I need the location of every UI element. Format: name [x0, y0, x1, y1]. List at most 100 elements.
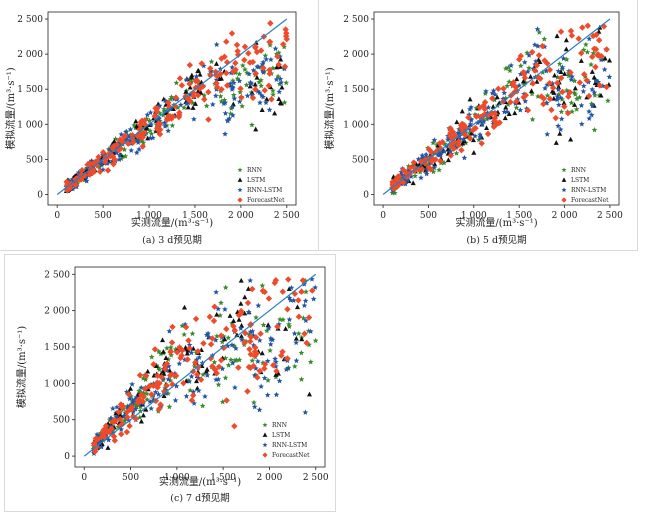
data-point: [153, 125, 161, 132]
legend-marker: [262, 422, 268, 428]
series-forecastnet: [90, 276, 316, 455]
data-point: [284, 355, 291, 362]
data-point: [190, 89, 197, 97]
data-point: [402, 181, 409, 187]
data-point: [272, 355, 278, 362]
data-point: [228, 356, 234, 363]
data-point: [86, 160, 94, 167]
data-point: [253, 314, 259, 321]
data-point: [277, 316, 283, 322]
data-point: [144, 124, 150, 130]
y-tick-label: 1 000: [44, 379, 70, 389]
data-point: [188, 373, 195, 379]
data-point: [129, 397, 136, 403]
data-point: [474, 119, 481, 126]
data-point: [105, 445, 111, 450]
data-point: [588, 61, 594, 68]
data-point: [528, 88, 535, 94]
data-point: [217, 93, 224, 99]
data-point: [291, 290, 299, 298]
data-point: [558, 115, 565, 122]
data-point: [229, 68, 237, 75]
y-tick-label: 2 000: [17, 50, 43, 60]
data-point: [247, 79, 254, 86]
legend: RNN LSTM RNN-LSTM ForecastNet: [561, 167, 609, 204]
data-point: [229, 112, 236, 118]
data-point: [184, 356, 191, 363]
data-point: [544, 131, 551, 137]
data-point: [589, 102, 596, 109]
chart-panel-a: 0 500 1 000 1 500 2 000 2 500 0 500 1 000 1 500 2 …: [0, 0, 319, 251]
data-point: [176, 75, 184, 82]
data-point: [580, 82, 587, 89]
data-point: [147, 109, 154, 116]
data-point: [437, 157, 444, 165]
data-point: [283, 366, 290, 372]
data-point: [477, 134, 483, 140]
x-axis-title: 实测流量/(m³·s⁻¹): [131, 216, 213, 229]
data-point: [437, 151, 444, 158]
data-point: [461, 154, 468, 161]
data-point: [166, 328, 173, 334]
scatter-points: [389, 22, 613, 196]
legend-marker: [561, 187, 567, 193]
data-point: [253, 350, 261, 357]
data-point: [237, 89, 244, 95]
data-point: [558, 108, 565, 115]
data-point: [273, 358, 279, 365]
data-point: [478, 140, 485, 147]
data-point: [262, 52, 269, 59]
data-point: [148, 121, 155, 127]
data-point: [167, 377, 174, 384]
data-point: [219, 365, 226, 372]
data-point: [247, 277, 254, 283]
data-point: [299, 277, 307, 284]
data-point: [592, 63, 599, 71]
data-point: [214, 333, 220, 339]
x-tick-label: 1 500: [210, 473, 236, 483]
data-point: [455, 138, 462, 145]
data-point: [467, 96, 473, 102]
x-tick-label: 2 500: [597, 211, 623, 221]
data-point: [161, 365, 169, 373]
data-point: [139, 133, 147, 141]
data-point: [258, 383, 265, 389]
x-tick-label: 0: [81, 473, 87, 483]
data-point: [454, 119, 460, 125]
data-point: [140, 412, 146, 418]
panel-caption: (a) 3 d预见期: [142, 235, 202, 246]
data-point: [203, 102, 210, 109]
data-point: [164, 345, 170, 351]
data-point: [104, 167, 112, 174]
data-point: [253, 126, 259, 132]
data-point: [418, 165, 426, 173]
data-point: [539, 42, 546, 50]
data-point: [273, 76, 280, 82]
data-point: [151, 112, 158, 120]
data-point: [541, 36, 548, 42]
data-point: [247, 338, 254, 345]
data-point: [241, 339, 248, 346]
data-point: [389, 190, 396, 196]
data-point: [254, 358, 261, 364]
data-point: [264, 358, 271, 364]
data-point: [139, 143, 146, 150]
data-point: [252, 86, 259, 93]
data-point: [257, 330, 264, 337]
data-point: [119, 138, 126, 145]
data-point: [212, 92, 219, 99]
data-point: [205, 88, 212, 96]
data-point: [137, 121, 144, 129]
data-point: [105, 437, 112, 443]
data-point: [201, 92, 208, 98]
data-point: [435, 142, 441, 148]
data-point: [209, 363, 216, 370]
x-tick-label: 2 500: [274, 211, 300, 221]
data-point: [539, 69, 546, 75]
data-point: [231, 95, 238, 102]
data-point: [270, 91, 276, 98]
data-point: [214, 311, 220, 317]
data-point: [229, 103, 236, 110]
data-point: [605, 97, 611, 104]
data-point: [237, 85, 244, 92]
